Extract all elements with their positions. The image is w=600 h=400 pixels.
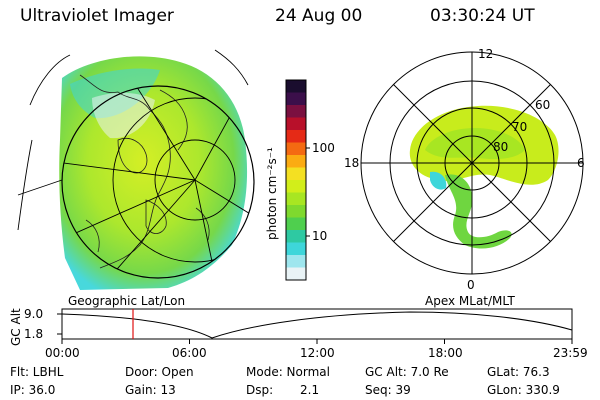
- timeline-ticks: [57, 313, 573, 344]
- colorbar-segment: [286, 217, 306, 231]
- globe-outline: [61, 85, 255, 279]
- dsp-label: Dsp:: [246, 383, 274, 397]
- altitude-timeline: [57, 308, 573, 344]
- timeline-xtick-1200: 12:00: [300, 346, 335, 360]
- colorbar-segment: [286, 230, 306, 243]
- glat-info: GLat: 76.3: [487, 365, 550, 379]
- apex-map-label: Apex MLat/MLT: [425, 294, 515, 308]
- mlt-label-0: 0: [467, 278, 475, 292]
- timeline-frame: [61, 308, 573, 340]
- altitude-curve: [61, 311, 573, 339]
- mlt-label-6: 6: [577, 156, 585, 170]
- timeline-xtick-0000: 00:00: [45, 346, 80, 360]
- colorbar-segment: [286, 105, 306, 118]
- timeline-axis-label: GC Alt: [9, 308, 23, 346]
- colorbar-segment: [286, 130, 306, 143]
- timeline-xtick-0600: 06:00: [172, 346, 207, 360]
- colorbar-tick-10: 10: [312, 229, 328, 243]
- aurora-void-region: [92, 92, 155, 139]
- colorbar-segment: [286, 167, 306, 181]
- colorbar-segment: [286, 155, 306, 168]
- timeline-xtick-1800: 18:00: [428, 346, 463, 360]
- coastlines: [79, 74, 210, 269]
- lat-label-80: 80: [493, 140, 509, 154]
- outer-grid-lines: [17, 49, 249, 231]
- colorbar-segment: [286, 267, 306, 281]
- geographic-map: [17, 49, 255, 290]
- colorbar-segment: [286, 205, 306, 218]
- ip-info: IP: 36.0: [10, 383, 56, 397]
- colorbar-segment: [286, 242, 306, 256]
- timeline-xtick-2359: 23:59: [553, 346, 588, 360]
- timeline-ytick-high: 9.0: [24, 307, 44, 321]
- colorbar-segment: [286, 92, 306, 106]
- magnetic-polar-map: [360, 51, 584, 275]
- colorbar-segment: [286, 180, 306, 193]
- timeline-ytick-low: 1.8: [24, 327, 44, 341]
- colorbar-segment: [286, 80, 306, 93]
- dsp-value: 2.1: [300, 383, 320, 397]
- aurora-tail: [445, 174, 512, 249]
- lat-label-60: 60: [535, 98, 551, 112]
- geographic-map-label: Geographic Lat/Lon: [68, 294, 186, 308]
- instrument-title: Ultraviolet Imager: [20, 6, 174, 26]
- polar-grid: [360, 51, 584, 275]
- colorbar: [285, 79, 310, 281]
- filter-info: Flt: LBHL: [10, 365, 64, 379]
- time-label: 03:30:24 UT: [430, 6, 535, 26]
- glon-info: GLon: 330.9: [487, 383, 560, 397]
- lat-label-70: 70: [512, 120, 528, 134]
- aurora-oval-inner: [425, 128, 525, 160]
- colorbar-segment: [286, 192, 306, 206]
- seq-info: Seq: 39: [365, 383, 411, 397]
- colorbar-segment: [286, 117, 306, 131]
- gain-info: Gain: 13: [125, 383, 176, 397]
- mode-info: Mode: Normal: [246, 365, 330, 379]
- mlt-label-12: 12: [478, 47, 494, 61]
- mlt-label-18: 18: [344, 156, 360, 170]
- date-label: 24 Aug 00: [275, 6, 363, 26]
- aurora-fragment: [430, 171, 447, 190]
- colorbar-segment: [286, 142, 306, 156]
- door-info: Door: Open: [125, 365, 194, 379]
- gc-alt-info: GC Alt: 7.0 Re: [365, 365, 449, 379]
- colorbar-frame: [285, 79, 307, 281]
- colorbar-tick-100: 100: [312, 141, 335, 155]
- colorbar-unit-label: photon cm⁻²s⁻¹: [265, 147, 279, 240]
- colorbar-segment: [286, 255, 306, 268]
